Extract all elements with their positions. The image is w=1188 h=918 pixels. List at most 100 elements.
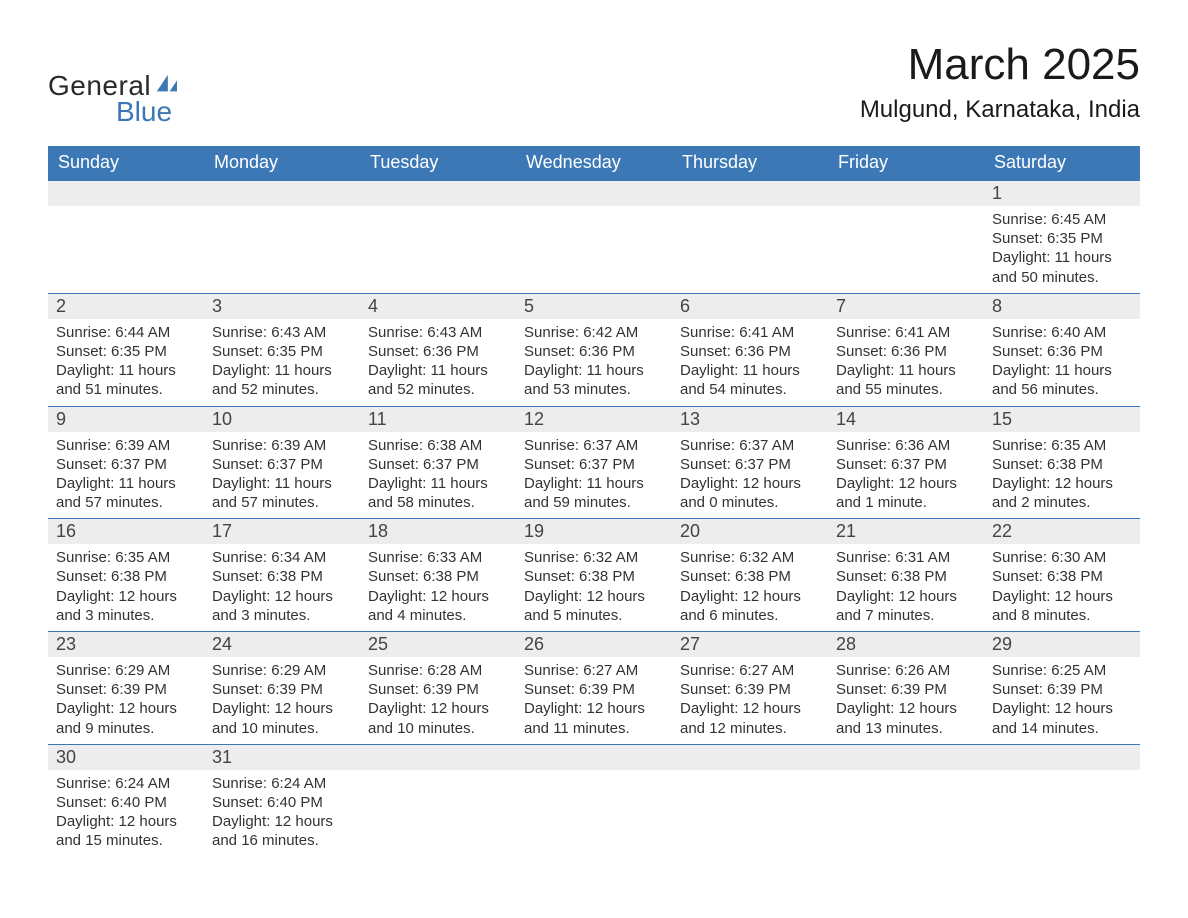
sunset-text: Sunset: 6:36 PM — [524, 342, 664, 361]
page-header: General Blue March 2025 Mulgund, Karnata… — [48, 40, 1140, 128]
daylight-text-2: and 16 minutes. — [212, 831, 352, 850]
daylight-text-1: Daylight: 11 hours — [368, 361, 508, 380]
empty-day-body — [204, 206, 360, 293]
day-number: 19 — [516, 519, 672, 544]
day-number: 30 — [48, 745, 204, 770]
day-details: Sunrise: 6:43 AMSunset: 6:35 PMDaylight:… — [204, 319, 360, 406]
daylight-text-2: and 11 minutes. — [524, 719, 664, 738]
day-number: 4 — [360, 294, 516, 319]
day-details: Sunrise: 6:45 AMSunset: 6:35 PMDaylight:… — [984, 206, 1140, 293]
calendar-cell — [360, 744, 516, 856]
daylight-text-1: Daylight: 12 hours — [56, 812, 196, 831]
daylight-text-1: Daylight: 11 hours — [524, 361, 664, 380]
sunset-text: Sunset: 6:39 PM — [212, 680, 352, 699]
calendar-cell: 16Sunrise: 6:35 AMSunset: 6:38 PMDayligh… — [48, 519, 204, 632]
weekday-header-row: Sunday Monday Tuesday Wednesday Thursday… — [48, 146, 1140, 180]
sunrise-text: Sunrise: 6:26 AM — [836, 661, 976, 680]
sunrise-text: Sunrise: 6:42 AM — [524, 323, 664, 342]
calendar-cell — [360, 180, 516, 293]
calendar-cell — [672, 180, 828, 293]
sunset-text: Sunset: 6:35 PM — [212, 342, 352, 361]
daylight-text-2: and 50 minutes. — [992, 268, 1132, 287]
day-details: Sunrise: 6:43 AMSunset: 6:36 PMDaylight:… — [360, 319, 516, 406]
day-number: 28 — [828, 632, 984, 657]
calendar-cell: 20Sunrise: 6:32 AMSunset: 6:38 PMDayligh… — [672, 519, 828, 632]
calendar-cell — [48, 180, 204, 293]
day-details: Sunrise: 6:32 AMSunset: 6:38 PMDaylight:… — [516, 544, 672, 631]
sunset-text: Sunset: 6:37 PM — [212, 455, 352, 474]
day-details: Sunrise: 6:34 AMSunset: 6:38 PMDaylight:… — [204, 544, 360, 631]
daylight-text-1: Daylight: 12 hours — [992, 699, 1132, 718]
sunrise-text: Sunrise: 6:33 AM — [368, 548, 508, 567]
day-number: 2 — [48, 294, 204, 319]
calendar-cell — [672, 744, 828, 856]
day-number: 18 — [360, 519, 516, 544]
day-details: Sunrise: 6:39 AMSunset: 6:37 PMDaylight:… — [48, 432, 204, 519]
daylight-text-1: Daylight: 12 hours — [368, 699, 508, 718]
daylight-text-2: and 56 minutes. — [992, 380, 1132, 399]
calendar-cell: 13Sunrise: 6:37 AMSunset: 6:37 PMDayligh… — [672, 406, 828, 519]
sunrise-text: Sunrise: 6:24 AM — [212, 774, 352, 793]
sunset-text: Sunset: 6:39 PM — [56, 680, 196, 699]
sunrise-text: Sunrise: 6:36 AM — [836, 436, 976, 455]
day-details: Sunrise: 6:35 AMSunset: 6:38 PMDaylight:… — [984, 432, 1140, 519]
daylight-text-1: Daylight: 11 hours — [524, 474, 664, 493]
day-details: Sunrise: 6:24 AMSunset: 6:40 PMDaylight:… — [48, 770, 204, 857]
daylight-text-1: Daylight: 12 hours — [992, 474, 1132, 493]
day-details: Sunrise: 6:32 AMSunset: 6:38 PMDaylight:… — [672, 544, 828, 631]
sunset-text: Sunset: 6:40 PM — [212, 793, 352, 812]
sunset-text: Sunset: 6:38 PM — [56, 567, 196, 586]
calendar-cell: 29Sunrise: 6:25 AMSunset: 6:39 PMDayligh… — [984, 632, 1140, 745]
sunset-text: Sunset: 6:38 PM — [524, 567, 664, 586]
day-number: 5 — [516, 294, 672, 319]
day-number: 16 — [48, 519, 204, 544]
sunset-text: Sunset: 6:37 PM — [524, 455, 664, 474]
day-number: 31 — [204, 745, 360, 770]
sunset-text: Sunset: 6:39 PM — [836, 680, 976, 699]
day-details: Sunrise: 6:30 AMSunset: 6:38 PMDaylight:… — [984, 544, 1140, 631]
empty-day-body — [360, 206, 516, 293]
sunrise-text: Sunrise: 6:27 AM — [524, 661, 664, 680]
sunrise-text: Sunrise: 6:38 AM — [368, 436, 508, 455]
sunset-text: Sunset: 6:38 PM — [212, 567, 352, 586]
empty-day-body — [828, 206, 984, 293]
calendar-cell: 19Sunrise: 6:32 AMSunset: 6:38 PMDayligh… — [516, 519, 672, 632]
calendar-cell: 18Sunrise: 6:33 AMSunset: 6:38 PMDayligh… — [360, 519, 516, 632]
calendar-cell — [516, 744, 672, 856]
calendar-body: 1Sunrise: 6:45 AMSunset: 6:35 PMDaylight… — [48, 180, 1140, 857]
day-number: 25 — [360, 632, 516, 657]
day-details: Sunrise: 6:26 AMSunset: 6:39 PMDaylight:… — [828, 657, 984, 744]
daylight-text-1: Daylight: 12 hours — [680, 474, 820, 493]
daylight-text-1: Daylight: 11 hours — [680, 361, 820, 380]
day-details: Sunrise: 6:33 AMSunset: 6:38 PMDaylight:… — [360, 544, 516, 631]
sunrise-text: Sunrise: 6:28 AM — [368, 661, 508, 680]
daylight-text-1: Daylight: 11 hours — [992, 248, 1132, 267]
calendar-cell: 28Sunrise: 6:26 AMSunset: 6:39 PMDayligh… — [828, 632, 984, 745]
weekday-header: Tuesday — [360, 146, 516, 180]
sunset-text: Sunset: 6:38 PM — [836, 567, 976, 586]
day-number: 12 — [516, 407, 672, 432]
weekday-header: Sunday — [48, 146, 204, 180]
daylight-text-2: and 57 minutes. — [212, 493, 352, 512]
day-number: 29 — [984, 632, 1140, 657]
calendar-cell: 15Sunrise: 6:35 AMSunset: 6:38 PMDayligh… — [984, 406, 1140, 519]
daylight-text-2: and 53 minutes. — [524, 380, 664, 399]
daylight-text-2: and 2 minutes. — [992, 493, 1132, 512]
day-details: Sunrise: 6:37 AMSunset: 6:37 PMDaylight:… — [516, 432, 672, 519]
sunrise-text: Sunrise: 6:31 AM — [836, 548, 976, 567]
daylight-text-2: and 54 minutes. — [680, 380, 820, 399]
daylight-text-1: Daylight: 12 hours — [524, 699, 664, 718]
day-number: 14 — [828, 407, 984, 432]
calendar-cell: 5 Sunrise: 6:42 AMSunset: 6:36 PMDaylight… — [516, 293, 672, 406]
sunset-text: Sunset: 6:38 PM — [368, 567, 508, 586]
day-details: Sunrise: 6:35 AMSunset: 6:38 PMDaylight:… — [48, 544, 204, 631]
sunrise-text: Sunrise: 6:24 AM — [56, 774, 196, 793]
sunrise-text: Sunrise: 6:35 AM — [992, 436, 1132, 455]
day-details: Sunrise: 6:25 AMSunset: 6:39 PMDaylight:… — [984, 657, 1140, 744]
day-details: Sunrise: 6:28 AMSunset: 6:39 PMDaylight:… — [360, 657, 516, 744]
calendar-cell: 11Sunrise: 6:38 AMSunset: 6:37 PMDayligh… — [360, 406, 516, 519]
day-number: 10 — [204, 407, 360, 432]
calendar-cell: 2Sunrise: 6:44 AMSunset: 6:35 PMDaylight… — [48, 293, 204, 406]
calendar-cell: 7Sunrise: 6:41 AMSunset: 6:36 PMDaylight… — [828, 293, 984, 406]
calendar-cell — [828, 744, 984, 856]
